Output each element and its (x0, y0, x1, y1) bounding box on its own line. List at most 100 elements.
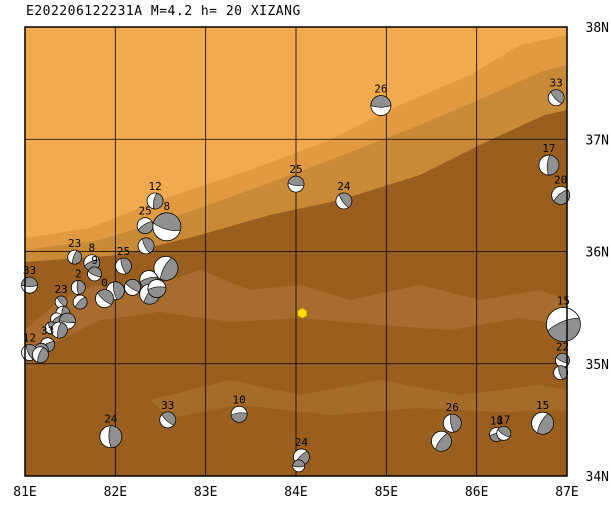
beachball-compression-quadrant (370, 95, 392, 108)
mechanism-depth-label: 18 (490, 414, 503, 427)
focal-mechanism[interactable]: 10 (230, 393, 248, 423)
beachball-axis (32, 351, 42, 356)
beachball-compression-quadrant (147, 286, 167, 298)
mechanism-depth-label: 33 (41, 325, 54, 338)
mechanism-depth-label: 10 (232, 393, 245, 406)
beachball-axis (128, 286, 134, 295)
focal-mechanism[interactable]: 0 (95, 277, 114, 309)
focal-mechanism[interactable]: 26 (370, 83, 392, 116)
mechanism-depth-label: 15 (536, 399, 549, 412)
beachball-axis (155, 262, 168, 270)
focal-mechanism[interactable]: 25 (287, 163, 305, 193)
lon-tick-label: 83E (194, 485, 217, 500)
beachball-axis (238, 406, 240, 416)
focal-mechanism[interactable]: 22 (555, 340, 570, 368)
focal-mechanism[interactable] (292, 459, 306, 473)
mechanism-depth-label: 33 (23, 264, 36, 277)
epicenter-marker[interactable] (297, 307, 308, 319)
mechanism-depth-label: 23 (68, 237, 81, 250)
mechanism-depth-label: 24 (295, 436, 309, 449)
beachball-compression-quadrant (125, 279, 141, 292)
beachball-axis (68, 254, 76, 258)
focal-mechanism[interactable]: 9 (87, 254, 102, 282)
beachball-compression-quadrant (59, 312, 76, 324)
focal-mechanism[interactable] (72, 294, 88, 310)
beachball-compression-quadrant (159, 257, 179, 281)
beachball-compression-quadrant (161, 411, 176, 426)
beachball-compression-quadrant (137, 221, 154, 234)
focal-mechanism[interactable]: 15 (545, 294, 581, 342)
lon-tick-label: 85E (375, 485, 398, 500)
focal-mechanism[interactable] (124, 279, 141, 296)
beachball-compression-quadrant (546, 154, 560, 176)
beachball-axis (162, 418, 169, 426)
epicenter-layer (297, 307, 308, 319)
mechanism-depth-label: 12 (148, 180, 161, 193)
mechanism-depth-label: 17 (542, 142, 555, 155)
mechanism-depth-label: 2 (75, 267, 82, 280)
beachball-compression-quadrant (152, 192, 164, 210)
beachball-axis (115, 265, 125, 269)
focal-mechanism[interactable]: 24 (335, 180, 353, 210)
lon-tick-label: 86E (465, 485, 488, 500)
focal-mechanism[interactable]: 33 (547, 77, 565, 107)
beachball-compression-quadrant (497, 426, 512, 438)
beachball-axis (44, 338, 49, 346)
mechanism-depth-label: 26 (446, 401, 459, 414)
beachball-compression-quadrant (547, 317, 581, 342)
beachball-compression-quadrant (230, 412, 248, 423)
beachball-compression-quadrant (550, 89, 565, 104)
focal-mechanism[interactable]: 15 (531, 399, 555, 435)
focal-mechanism[interactable] (31, 346, 49, 364)
lon-tick-label: 87E (555, 485, 578, 500)
beachball-compression-quadrant (435, 432, 452, 452)
beachball-axis (532, 417, 545, 425)
mechanism-depth-label: 0 (101, 277, 108, 290)
beachball-axis (52, 314, 58, 320)
beachball-compression-quadrant (56, 295, 68, 307)
beachball-compression-quadrant (97, 289, 114, 305)
mechanism-depth-label: 24 (104, 413, 118, 426)
focal-mechanism[interactable]: 12 (146, 180, 164, 210)
mechanism-depth-label: 9 (91, 254, 98, 267)
lat-tick-label: 35N (586, 358, 609, 373)
lon-tick-label: 82E (104, 485, 127, 500)
map-frame (24, 26, 568, 477)
focal-mechanism[interactable]: 20 (551, 173, 571, 205)
focal-mechanism[interactable] (137, 237, 155, 255)
focal-mechanism[interactable] (50, 321, 68, 339)
mechanism-depth-label: 33 (161, 399, 174, 412)
beachball-compression-quadrant (553, 189, 570, 205)
focal-mechanism[interactable]: 25 (115, 245, 132, 275)
axis-tick-labels: 81E 82E 83E 84E 85E 86E 87E 38N 37N 36N 35N 34N (13, 21, 609, 500)
beachball-compression-quadrant (113, 281, 125, 300)
focal-mechanism[interactable]: 17 (538, 142, 560, 176)
mechanism-depth-label: 12 (23, 332, 36, 345)
focal-mechanism[interactable]: 23 (55, 283, 68, 309)
focal-mechanism[interactable] (431, 430, 452, 452)
mechanism-depth-label: 17 (497, 413, 510, 426)
beachball-compression-quadrant (536, 413, 554, 435)
focal-mechanism[interactable] (153, 255, 179, 281)
beachball-compression-quadrant (153, 212, 182, 232)
focal-mechanism[interactable]: 26 (442, 401, 462, 433)
focal-mechanism[interactable]: 33 (159, 399, 177, 429)
mechanism-depth-label: 8 (89, 242, 96, 255)
focal-mechanism[interactable]: 8 (152, 200, 182, 242)
focal-mechanism[interactable]: 17 (496, 413, 512, 441)
beachball-compression-quadrant (555, 353, 570, 364)
mechanism-depth-label: 25 (289, 163, 302, 176)
focal-mechanism[interactable]: 25 (136, 205, 154, 235)
beachball-axis (538, 164, 551, 166)
beachball-axis (554, 372, 562, 375)
focal-mechanism[interactable]: 23 (67, 237, 83, 265)
focal-mechanism[interactable]: 2 (70, 267, 86, 295)
beachball-axis (555, 188, 562, 197)
beachball-compression-quadrant (87, 266, 102, 278)
beachball-compression-quadrant (71, 250, 82, 265)
beachball-compression-quadrant (142, 237, 155, 254)
focal-mechanism[interactable] (553, 365, 569, 381)
beachball-axis (98, 297, 106, 306)
focal-mechanism[interactable] (147, 279, 167, 298)
focal-mechanism[interactable]: 24 (99, 413, 123, 449)
